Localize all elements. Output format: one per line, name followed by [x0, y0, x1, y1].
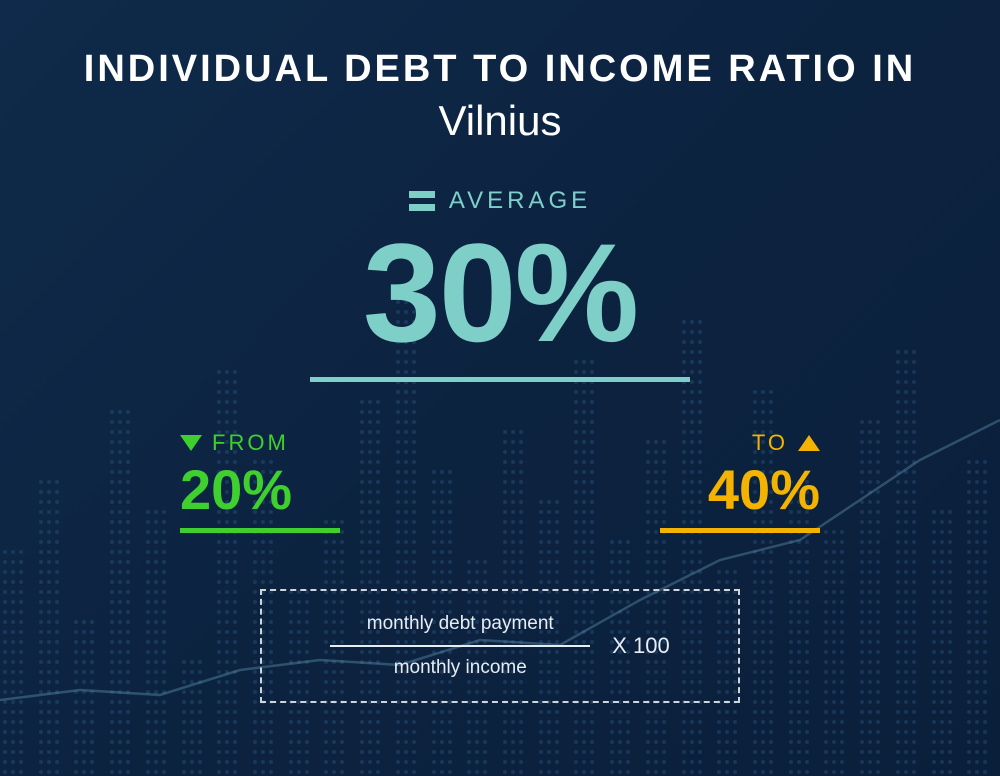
to-value: 40%: [660, 462, 820, 518]
triangle-down-icon: [180, 435, 202, 451]
range-row: FROM 20% TO 40%: [60, 430, 940, 533]
from-value: 20%: [180, 462, 340, 518]
from-underline: [180, 528, 340, 533]
formula-box: monthly debt payment monthly income X 10…: [260, 589, 740, 703]
title-line-1: INDIVIDUAL DEBT TO INCOME RATIO IN: [60, 48, 940, 91]
triangle-up-icon: [798, 435, 820, 451]
average-block: AVERAGE 30%: [60, 185, 940, 382]
average-label: AVERAGE: [449, 187, 591, 215]
average-label-row: AVERAGE: [409, 187, 591, 215]
to-label-row: TO: [752, 430, 820, 456]
formula-numerator: monthly debt payment: [367, 613, 554, 635]
from-block: FROM 20%: [180, 430, 340, 533]
average-underline: [310, 377, 690, 382]
formula-denominator: monthly income: [394, 657, 527, 679]
to-block: TO 40%: [660, 430, 820, 533]
average-value: 30%: [60, 223, 940, 363]
from-label-row: FROM: [180, 430, 289, 456]
formula-fraction: monthly debt payment monthly income: [330, 613, 590, 679]
fraction-bar: [330, 645, 590, 647]
infographic-root: INDIVIDUAL DEBT TO INCOME RATIO IN Vilni…: [0, 0, 1000, 776]
to-underline: [660, 528, 820, 533]
title-line-2: Vilnius: [60, 97, 940, 145]
equals-icon: [409, 191, 435, 211]
from-label: FROM: [212, 430, 289, 456]
formula-multiplier: X 100: [612, 633, 670, 659]
to-label: TO: [752, 430, 788, 456]
